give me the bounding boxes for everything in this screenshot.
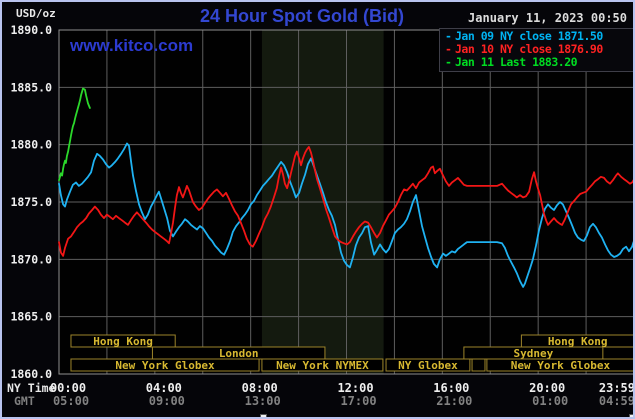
legend-label: Jan 11 Last 1883.20 <box>455 55 578 69</box>
price-series-jan-11 <box>58 87 91 182</box>
y-axis-tick-label: 1870.0 <box>10 252 52 266</box>
legend-item-jan11: - Jan 11 Last 1883.20 <box>445 55 633 69</box>
kitco-watermark-link[interactable]: www.kitco.com <box>70 36 194 55</box>
y-axis-tick-label: 1865.0 <box>10 310 52 324</box>
legend-label: Jan 10 NY close 1876.90 <box>455 42 603 56</box>
x-axis-tick-label: 01:00 <box>532 394 568 408</box>
session-box <box>385 358 471 372</box>
y-axis-tick-label: 1860.0 <box>10 367 52 381</box>
y-axis-tick-label: 1890.0 <box>10 23 52 37</box>
x-axis-tick-label: 13:00 <box>245 394 281 408</box>
session-box-label: Sydney <box>514 347 554 360</box>
chart-datetime: January 11, 2023 00:50 <box>468 11 627 25</box>
session-box-label: Hong Kong <box>93 335 153 348</box>
session-box <box>471 358 486 372</box>
session-box <box>486 358 633 372</box>
y-axis-units-label: USD/oz <box>16 7 56 20</box>
session-box <box>70 334 176 348</box>
session-box-label: London <box>219 347 259 360</box>
session-box-label: New York Globex <box>115 359 215 372</box>
price-series-jan-10 <box>58 146 633 257</box>
y-axis-tick-label: 1880.0 <box>10 138 52 152</box>
legend-dash-icon: - <box>445 55 452 69</box>
x-axis-tick-label: 09:00 <box>149 394 185 408</box>
y-axis-tick-label: 1875.0 <box>10 195 52 209</box>
legend-item-jan10: - Jan 10 NY close 1876.90 <box>445 42 633 56</box>
gmt-row-label: GMT <box>14 394 35 408</box>
session-box-label: New York NYMEX <box>276 359 369 372</box>
x-axis-tick-label: 17:00 <box>340 394 376 408</box>
x-axis-tick-label: 04:00 <box>146 381 182 395</box>
x-axis-tick-label: 23:59 <box>599 381 635 395</box>
legend-item-jan09: - Jan 09 NY close 1871.50 <box>445 29 633 43</box>
y-axis-tick-label: 1885.0 <box>10 80 52 94</box>
price-series-jan-09 <box>58 142 633 288</box>
x-axis-tick-label: 08:00 <box>242 381 278 395</box>
x-axis-tick-label: 12:00 <box>337 381 373 395</box>
session-box <box>70 358 260 372</box>
x-axis-tick-label: 04:59 <box>599 394 635 408</box>
x-axis-tick-label: 21:00 <box>436 394 472 408</box>
resize-handle[interactable] <box>260 414 267 417</box>
session-box-label: New York Globex <box>511 359 611 372</box>
session-box-label: NY Globex <box>398 359 458 372</box>
legend-label: Jan 09 NY close 1871.50 <box>455 29 603 43</box>
x-axis-tick-label: 20:00 <box>529 381 565 395</box>
ny-time-row-label: NY Time <box>7 381 56 395</box>
plot-frame <box>58 29 633 375</box>
session-box-label: Hong Kong <box>548 335 608 348</box>
resize-handle[interactable] <box>629 414 633 417</box>
legend-dash-icon: - <box>445 29 452 43</box>
x-axis-tick-label: 16:00 <box>433 381 469 395</box>
chart-legend: - Jan 09 NY close 1871.50 - Jan 10 NY clos… <box>439 28 633 72</box>
chart-title: 24 Hour Spot Gold (Bid) <box>200 6 404 26</box>
x-axis-tick-label: 05:00 <box>53 394 89 408</box>
x-axis-tick-label: 00:00 <box>50 381 86 395</box>
session-box <box>261 358 384 372</box>
legend-dash-icon: - <box>445 42 452 56</box>
